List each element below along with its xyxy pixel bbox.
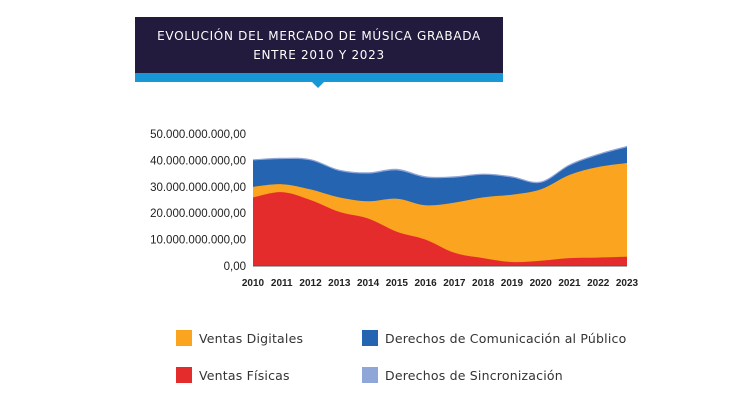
y-tick-label: 40.000.000.000,00 [150, 155, 246, 167]
title-banner-pointer [311, 81, 325, 88]
x-tick-label: 2018 [472, 278, 495, 289]
x-tick-label: 2011 [271, 278, 293, 289]
x-tick-label: 2015 [386, 278, 409, 289]
x-tick-label: 2012 [299, 278, 322, 289]
y-tick-label: 10.000.000.000,00 [150, 235, 246, 247]
title-banner [135, 17, 503, 73]
x-tick-label: 2017 [443, 278, 466, 289]
chart-title-line2: ENTRE 2010 Y 2023 [253, 48, 385, 62]
y-tick-label: 0,00 [224, 261, 246, 273]
x-tick-label: 2010 [242, 278, 265, 289]
title-banner-stripe [135, 73, 503, 82]
x-tick-label: 2021 [558, 278, 581, 289]
chart-title: EVOLUCIÓN DEL MERCADO DE MÚSICA GRABADA … [135, 27, 503, 65]
y-tick-label: 20.000.000.000,00 [150, 208, 246, 220]
x-tick-label: 2016 [414, 278, 437, 289]
x-tick-label: 2019 [501, 278, 524, 289]
chart-title-line1: EVOLUCIÓN DEL MERCADO DE MÚSICA GRABADA [157, 29, 481, 43]
x-tick-label: 2013 [328, 278, 351, 289]
y-tick-label: 50.000.000.000,00 [150, 129, 246, 141]
y-tick-label: 30.000.000.000,00 [150, 182, 246, 194]
x-tick-label: 2023 [616, 278, 639, 289]
x-tick-label: 2022 [587, 278, 610, 289]
area-ventas-fisicas [253, 192, 627, 266]
x-tick-label: 2020 [530, 278, 553, 289]
x-tick-label: 2014 [357, 278, 380, 289]
